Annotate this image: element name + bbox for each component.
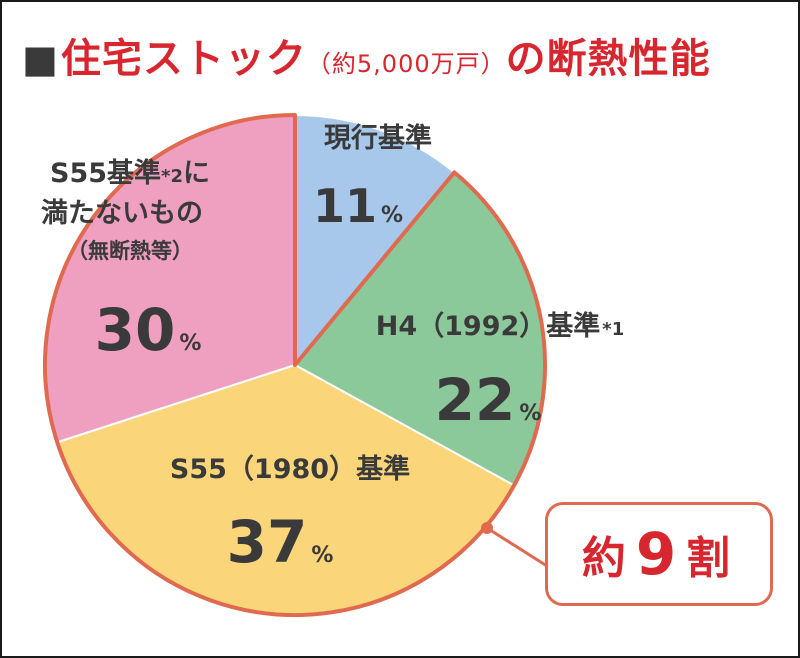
slice-value-s55-sign: % (311, 543, 333, 568)
title-tail: の断熱性能 (505, 36, 711, 82)
callout-suffix: 割 (686, 533, 737, 584)
slice-label-h4-note: *1 (602, 319, 624, 340)
title-main: 住宅ストック (60, 36, 307, 82)
slice-value-s55-number: 37 (227, 508, 308, 576)
slice-value-current: 11% (313, 179, 403, 233)
slice-label-below-line2: 満たないもの (41, 198, 203, 229)
pie-slices (44, 113, 546, 616)
slice-value-below: 30% (95, 296, 202, 364)
slice-value-h4-sign: % (519, 401, 541, 426)
slice-label-below-ni: に (183, 158, 210, 189)
slice-label-below-line1: S55基準*2に (50, 157, 210, 189)
pie-slice-1 (294, 113, 456, 368)
slice-value-below-sign: % (179, 331, 201, 356)
highlight-outline (43, 113, 547, 617)
callout-leader-dot (481, 522, 493, 534)
title-sub: （約5,000万戸） (306, 50, 506, 78)
callout-leader-line (486, 526, 548, 568)
slice-value-h4-number: 22 (435, 366, 516, 434)
slice-label-h4-name: H4（1992）基準 (376, 310, 601, 342)
slice-value-h4: 22% (435, 366, 542, 434)
chart-title: ■住宅ストック（約5,000万戸）の断熱性能 (22, 26, 711, 84)
slice-label-below-name: S55基準 (50, 157, 161, 189)
slice-label-below-note: *2 (161, 166, 183, 187)
slice-value-s55: 37% (227, 508, 334, 576)
callout-number: 9 (635, 520, 683, 588)
slice-label-s55: S55（1980）基準 (170, 453, 410, 485)
slice-value-current-number: 11 (313, 179, 377, 233)
title-square-icon: ■ (22, 37, 59, 81)
slice-label-current: 現行基準 (324, 122, 432, 154)
callout-prefix: 約 (581, 533, 632, 584)
slice-value-current-sign: % (381, 203, 403, 228)
slice-label-h4: H4（1992）基準 *1 (376, 310, 624, 342)
slice-value-below-number: 30 (95, 296, 176, 364)
slice-label-below-line3: （無断熱等） (67, 239, 193, 263)
